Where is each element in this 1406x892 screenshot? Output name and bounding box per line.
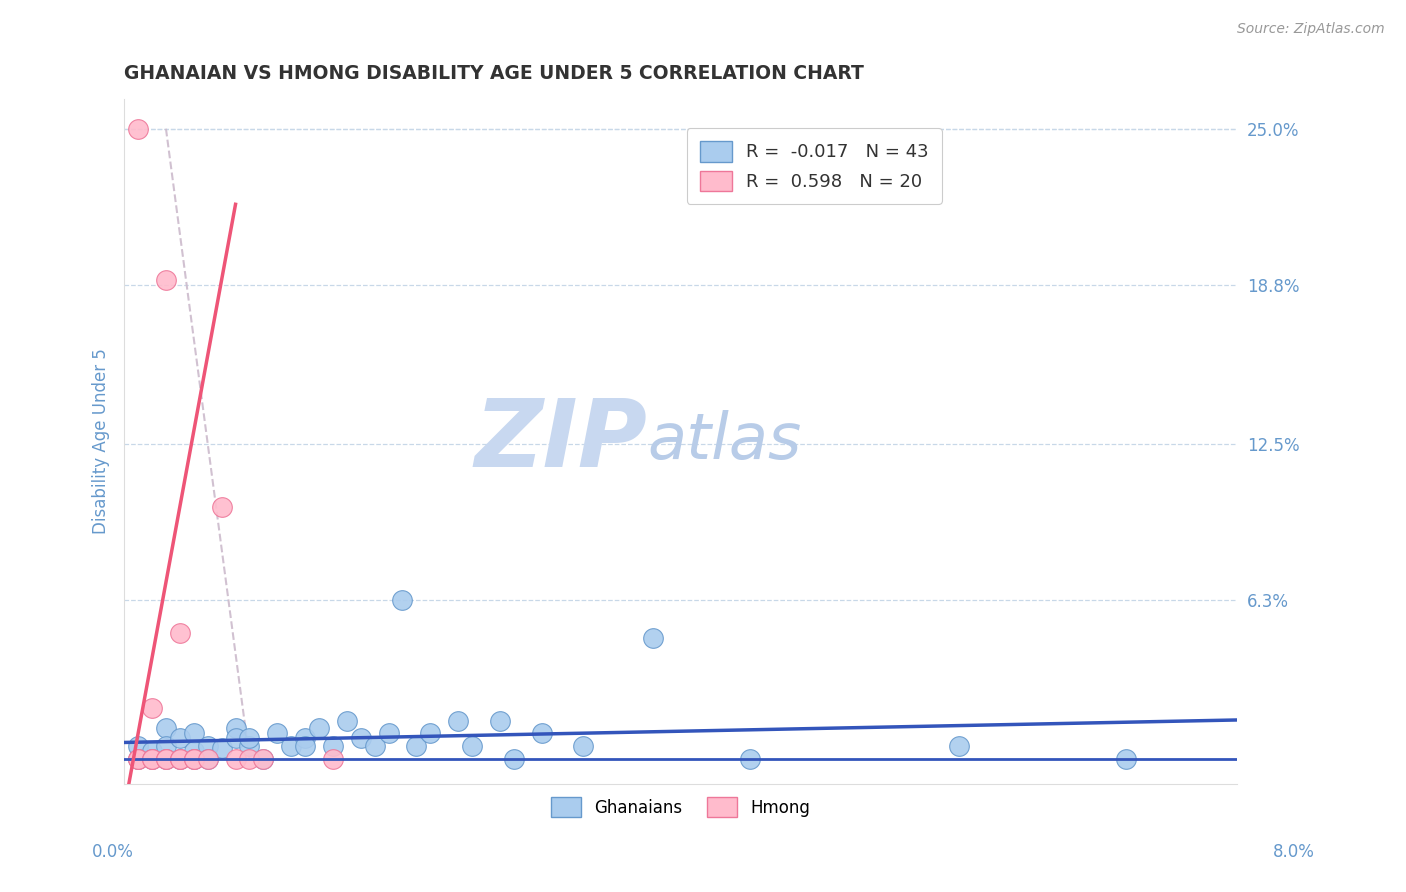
Point: [155, 751, 177, 765]
Point: [336, 714, 359, 728]
Point: [169, 731, 191, 746]
Point: [127, 121, 149, 136]
Point: [183, 726, 205, 740]
Text: atlas: atlas: [647, 410, 801, 472]
Point: [183, 744, 205, 758]
Point: [211, 500, 233, 514]
Point: [502, 751, 524, 765]
Text: Source: ZipAtlas.com: Source: ZipAtlas.com: [1237, 22, 1385, 37]
Point: [461, 739, 484, 753]
Point: [141, 751, 163, 765]
Point: [169, 751, 191, 765]
Point: [141, 751, 163, 765]
Point: [238, 731, 260, 746]
Point: [155, 721, 177, 735]
Point: [322, 739, 344, 753]
Point: [447, 714, 470, 728]
Point: [377, 726, 399, 740]
Text: ZIP: ZIP: [474, 395, 647, 487]
Point: [252, 751, 274, 765]
Point: [197, 751, 219, 765]
Point: [169, 751, 191, 765]
Point: [183, 751, 205, 765]
Point: [197, 751, 219, 765]
Point: [169, 751, 191, 765]
Point: [141, 751, 163, 765]
Point: [225, 721, 247, 735]
Point: [266, 726, 288, 740]
Text: GHANAIAN VS HMONG DISABILITY AGE UNDER 5 CORRELATION CHART: GHANAIAN VS HMONG DISABILITY AGE UNDER 5…: [124, 64, 865, 83]
Point: [238, 739, 260, 753]
Point: [225, 731, 247, 746]
Point: [141, 701, 163, 715]
Point: [127, 751, 149, 765]
Point: [350, 731, 373, 746]
Point: [183, 751, 205, 765]
Point: [489, 714, 512, 728]
Point: [308, 721, 330, 735]
Point: [294, 731, 316, 746]
Point: [419, 726, 441, 740]
Point: [363, 739, 385, 753]
Text: 0.0%: 0.0%: [91, 843, 134, 861]
Text: 8.0%: 8.0%: [1272, 843, 1315, 861]
Point: [391, 592, 413, 607]
Point: [141, 744, 163, 758]
Point: [155, 273, 177, 287]
Point: [740, 751, 762, 765]
Point: [127, 739, 149, 753]
Point: [169, 625, 191, 640]
Y-axis label: Disability Age Under 5: Disability Age Under 5: [93, 348, 110, 534]
Legend: Ghanaians, Hmong: Ghanaians, Hmong: [544, 791, 817, 823]
Point: [252, 751, 274, 765]
Point: [183, 751, 205, 765]
Point: [1115, 751, 1137, 765]
Point: [530, 726, 553, 740]
Point: [280, 739, 302, 753]
Point: [155, 751, 177, 765]
Point: [572, 739, 595, 753]
Point: [948, 739, 970, 753]
Point: [238, 751, 260, 765]
Point: [155, 751, 177, 765]
Point: [322, 751, 344, 765]
Point: [225, 751, 247, 765]
Point: [405, 739, 427, 753]
Point: [127, 751, 149, 765]
Point: [211, 741, 233, 756]
Point: [155, 739, 177, 753]
Point: [197, 739, 219, 753]
Point: [641, 631, 664, 645]
Point: [294, 739, 316, 753]
Point: [127, 751, 149, 765]
